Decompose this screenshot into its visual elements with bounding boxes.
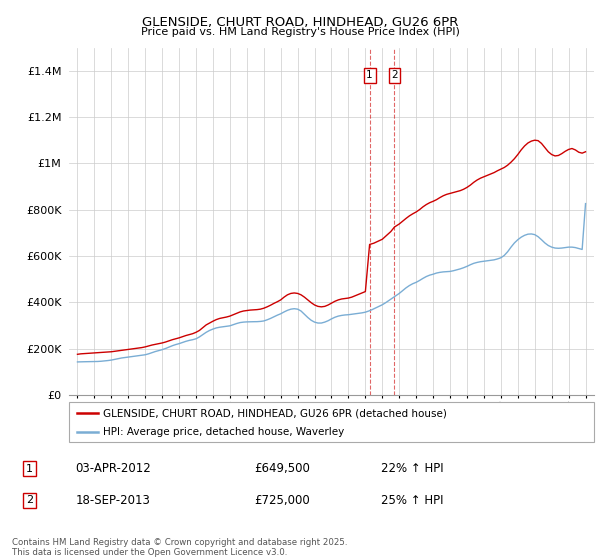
Text: £725,000: £725,000 — [254, 494, 310, 507]
Text: 2: 2 — [391, 71, 398, 81]
Text: 03-APR-2012: 03-APR-2012 — [76, 462, 151, 475]
Text: GLENSIDE, CHURT ROAD, HINDHEAD, GU26 6PR (detached house): GLENSIDE, CHURT ROAD, HINDHEAD, GU26 6PR… — [103, 408, 447, 418]
Text: Price paid vs. HM Land Registry's House Price Index (HPI): Price paid vs. HM Land Registry's House … — [140, 27, 460, 37]
Text: £649,500: £649,500 — [254, 462, 310, 475]
Text: 2: 2 — [26, 496, 33, 506]
Text: Contains HM Land Registry data © Crown copyright and database right 2025.
This d: Contains HM Land Registry data © Crown c… — [12, 538, 347, 557]
Text: 18-SEP-2013: 18-SEP-2013 — [76, 494, 150, 507]
Text: 1: 1 — [26, 464, 33, 474]
Text: GLENSIDE, CHURT ROAD, HINDHEAD, GU26 6PR: GLENSIDE, CHURT ROAD, HINDHEAD, GU26 6PR — [142, 16, 458, 29]
Text: 22% ↑ HPI: 22% ↑ HPI — [380, 462, 443, 475]
Text: HPI: Average price, detached house, Waverley: HPI: Average price, detached house, Wave… — [103, 427, 344, 437]
Text: 25% ↑ HPI: 25% ↑ HPI — [380, 494, 443, 507]
Text: 1: 1 — [366, 71, 373, 81]
